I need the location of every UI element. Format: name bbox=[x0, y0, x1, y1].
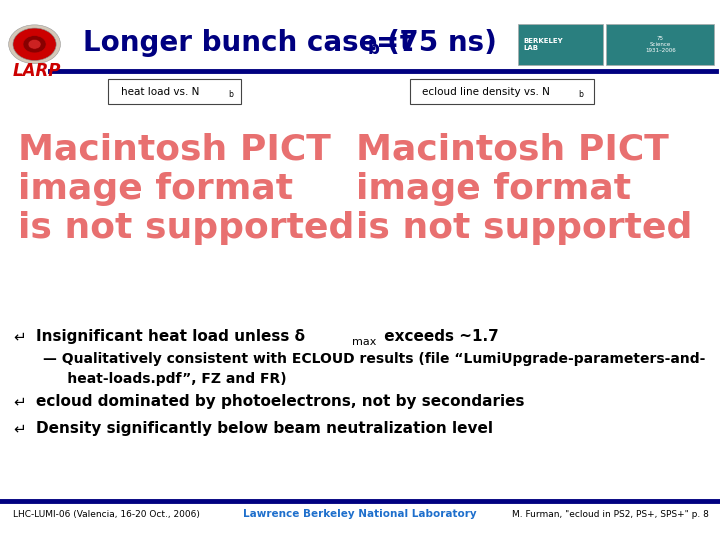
Text: ecloud line density vs. N: ecloud line density vs. N bbox=[422, 87, 550, 97]
Circle shape bbox=[28, 39, 41, 49]
Text: =75 ns): =75 ns) bbox=[376, 29, 497, 57]
Text: Insignificant heat load unless δ: Insignificant heat load unless δ bbox=[36, 329, 305, 345]
Text: — Qualitatively consistent with ECLOUD results (file “LumiUpgrade-parameters-and: — Qualitatively consistent with ECLOUD r… bbox=[43, 352, 706, 366]
Circle shape bbox=[13, 28, 56, 60]
Text: Longer bunch case (t: Longer bunch case (t bbox=[83, 29, 413, 57]
Circle shape bbox=[23, 36, 46, 53]
Text: heat-loads.pdf”, FZ and FR): heat-loads.pdf”, FZ and FR) bbox=[43, 372, 287, 386]
Text: ↵: ↵ bbox=[13, 394, 26, 409]
Text: 75
Science
1931–2006: 75 Science 1931–2006 bbox=[645, 36, 675, 52]
Text: Macintosh PICT
image format
is not supported: Macintosh PICT image format is not suppo… bbox=[356, 132, 693, 245]
FancyBboxPatch shape bbox=[518, 24, 603, 65]
Text: M. Furman, "ecloud in PS2, PS+, SPS+" p. 8: M. Furman, "ecloud in PS2, PS+, SPS+" p.… bbox=[513, 510, 709, 518]
Text: LHC-LUMI-06 (Valencia, 16-20 Oct., 2006): LHC-LUMI-06 (Valencia, 16-20 Oct., 2006) bbox=[13, 510, 200, 518]
Text: BERKELEY
LAB: BERKELEY LAB bbox=[523, 38, 563, 51]
Text: Density significantly below beam neutralization level: Density significantly below beam neutral… bbox=[36, 421, 493, 436]
Text: heat load vs. N: heat load vs. N bbox=[121, 87, 199, 97]
Circle shape bbox=[9, 25, 60, 64]
Text: max: max bbox=[352, 337, 377, 347]
Text: ecloud dominated by photoelectrons, not by secondaries: ecloud dominated by photoelectrons, not … bbox=[36, 394, 524, 409]
Text: ↵: ↵ bbox=[13, 421, 26, 436]
Text: exceeds ~1.7: exceeds ~1.7 bbox=[379, 329, 499, 345]
Text: Macintosh PICT
image format
is not supported: Macintosh PICT image format is not suppo… bbox=[18, 132, 354, 245]
FancyBboxPatch shape bbox=[410, 79, 594, 104]
Text: b: b bbox=[228, 90, 233, 99]
FancyBboxPatch shape bbox=[606, 24, 714, 65]
FancyBboxPatch shape bbox=[108, 79, 241, 104]
Text: b: b bbox=[367, 39, 379, 58]
Text: ↵: ↵ bbox=[13, 329, 26, 345]
Text: Lawrence Berkeley National Laboratory: Lawrence Berkeley National Laboratory bbox=[243, 509, 477, 519]
Text: LARP: LARP bbox=[13, 62, 61, 80]
Text: b: b bbox=[578, 90, 583, 99]
